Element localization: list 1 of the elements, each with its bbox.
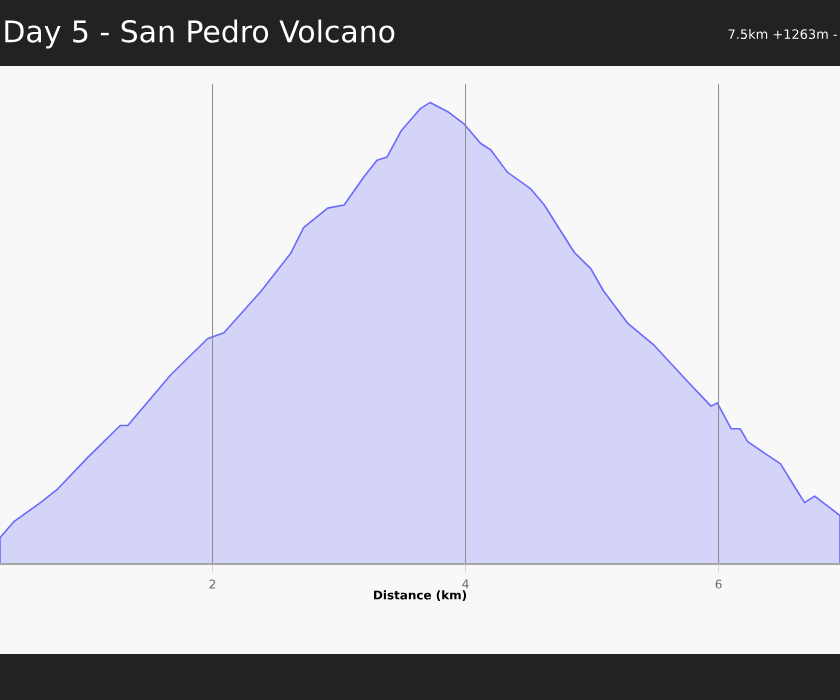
chart-title: Day 5 - San Pedro Volcano	[5, 19, 395, 49]
